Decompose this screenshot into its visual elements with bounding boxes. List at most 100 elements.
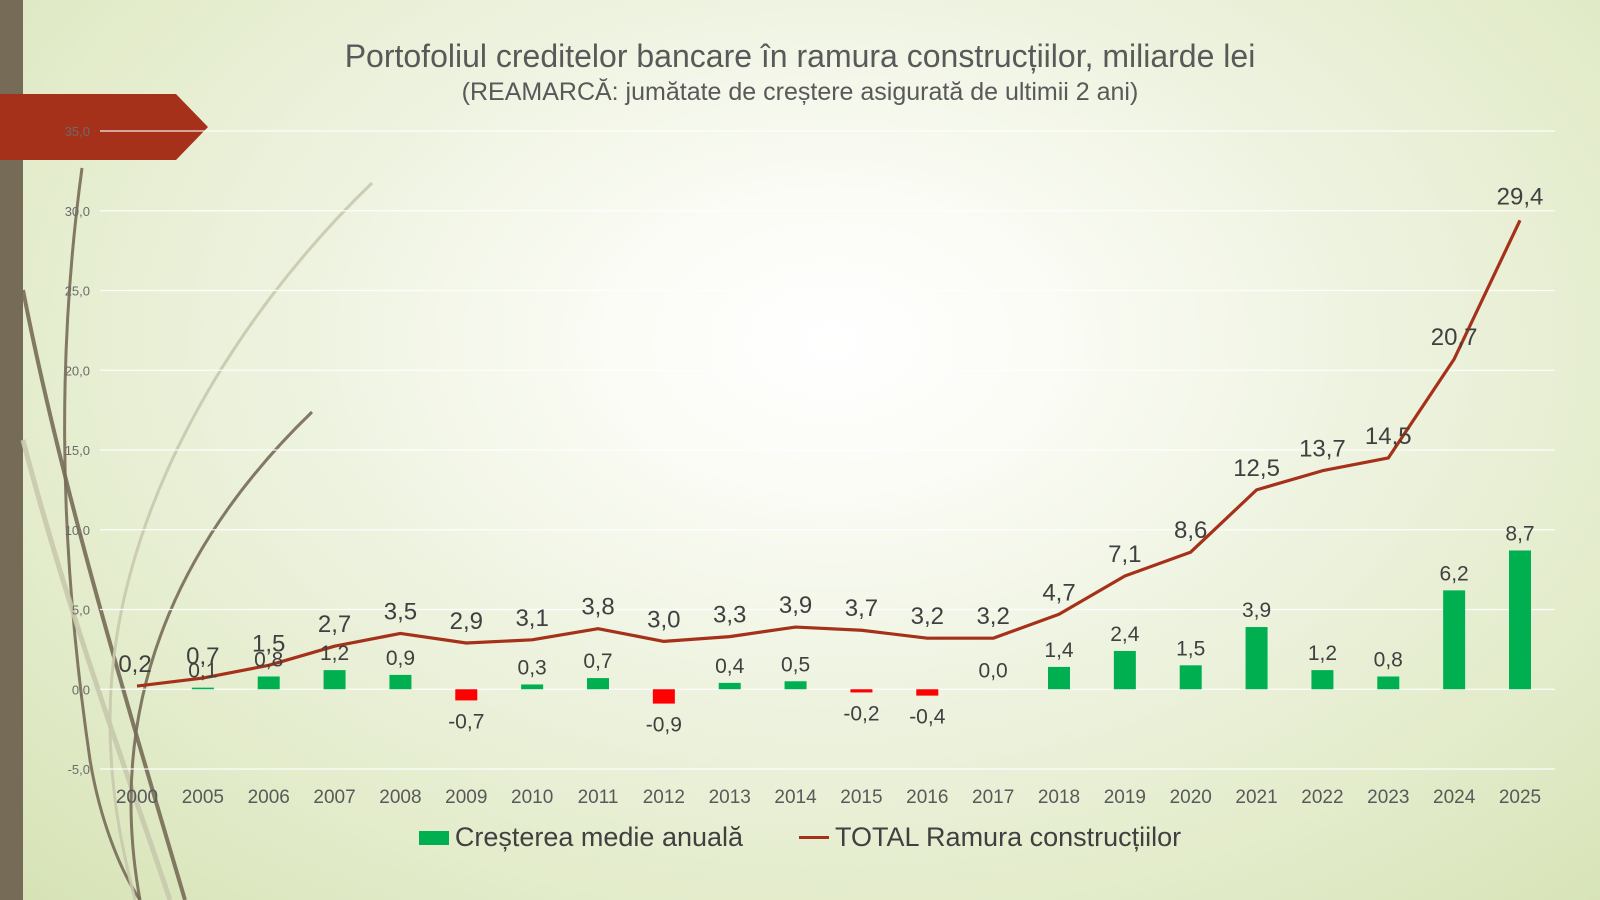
- bar-2011: [587, 678, 609, 690]
- line-label-2000: 0,2: [118, 651, 151, 678]
- bar-2025: [1509, 550, 1531, 690]
- bar-2024: [1443, 590, 1466, 690]
- bar-2020: [1179, 665, 1202, 690]
- x-tick-label-2006: 2006: [248, 787, 290, 808]
- bar-2018: [1048, 666, 1070, 690]
- chart-subtitle: (REAMARCĂ: jumătate de creștere asigurat…: [461, 78, 1139, 106]
- legend-bar-swatch: [418, 830, 449, 845]
- bar-label-2012: -0,9: [646, 714, 682, 737]
- x-tick-label-2021: 2021: [1235, 787, 1277, 808]
- bar-2007: [323, 670, 346, 690]
- line-label-2023: 14,5: [1365, 423, 1412, 450]
- x-tick-label-2019: 2019: [1104, 787, 1146, 808]
- bar-label-2015: -0,2: [843, 702, 879, 725]
- x-tick-label-2010: 2010: [511, 787, 553, 808]
- bar-2021: [1245, 627, 1268, 690]
- x-tick-label-2025: 2025: [1499, 787, 1541, 808]
- bar-data-labels: 0,1 0,8 1,2 0,9 -0,7 0,3 0,7 -0,9 0,4 0,5 -0,2 -0,4…: [188, 522, 1534, 736]
- bar-2008: [389, 674, 412, 690]
- bar-label-2009: -0,7: [448, 710, 484, 733]
- legend-item-bars: Creșterea medie anuală: [418, 822, 743, 853]
- bar-2014: [784, 681, 807, 690]
- line-label-2019: 7,1: [1108, 541, 1141, 568]
- legend-item-line: TOTAL Ramura construcțiilor: [799, 822, 1181, 853]
- bar-2016: [916, 689, 939, 696]
- bar-2013: [718, 682, 741, 690]
- line-label-2017: 3,2: [976, 603, 1009, 630]
- y-tick-label: 35,0: [65, 124, 90, 139]
- x-tick-label-2020: 2020: [1170, 787, 1212, 808]
- decorative-curve: [21, 289, 187, 900]
- line-label-2005: 0,7: [186, 643, 219, 670]
- bar-2022: [1311, 670, 1334, 690]
- line-label-2024: 20,7: [1431, 324, 1478, 351]
- line-label-2012: 3,0: [647, 606, 680, 633]
- line-label-2022: 13,7: [1299, 436, 1346, 463]
- line-label-2014: 3,9: [779, 592, 812, 619]
- line-label-2016: 3,2: [911, 603, 944, 630]
- x-tick-label-2005: 2005: [182, 787, 224, 808]
- chart-title: Portofoliul creditelor bancare în ramura…: [344, 38, 1256, 74]
- x-axis: 2000 2005 2006 2007 2008 2009 2010 2011 2012 2013…: [116, 787, 1541, 808]
- line-label-2010: 3,1: [515, 605, 548, 632]
- line-total-construction: [136, 219, 1522, 688]
- x-tick-label-2015: 2015: [840, 787, 882, 808]
- line-label-2009: 2,9: [450, 608, 483, 635]
- x-tick-label-2022: 2022: [1301, 787, 1343, 808]
- gridlines: [100, 130, 1555, 770]
- chart-legend: Creșterea medie anuală TOTAL Ramura cons…: [0, 822, 1600, 853]
- bar-label-2023: 0,8: [1374, 648, 1403, 671]
- chart-title-block: Portofoliul creditelor bancare în ramura…: [0, 36, 1600, 108]
- decorative-curves: [20, 167, 374, 900]
- x-tick-label-2009: 2009: [445, 787, 487, 808]
- line-label-2015: 3,7: [845, 595, 878, 622]
- y-tick-label: 10,0: [65, 523, 90, 538]
- bar-label-2014: 0,5: [781, 653, 810, 676]
- line-label-2025: 29,4: [1497, 183, 1544, 210]
- bar-2005: [191, 687, 214, 690]
- legend-line-label: TOTAL Ramura construcțiilor: [835, 822, 1182, 852]
- y-tick-label: 5,0: [72, 603, 90, 618]
- bar-label-2007: 1,2: [320, 642, 349, 665]
- line-label-2021: 12,5: [1233, 455, 1280, 482]
- bar-label-2016: -0,4: [909, 706, 946, 729]
- decorative-curve: [129, 410, 314, 900]
- bar-2015: [850, 689, 873, 693]
- decorative-curve: [20, 439, 173, 900]
- bar-label-2018: 1,4: [1044, 639, 1074, 662]
- bar-label-2017: 0,0: [979, 659, 1008, 682]
- bar-label-2019: 2,4: [1110, 623, 1140, 646]
- y-tick-label: -5,0: [68, 762, 90, 777]
- bar-2019: [1113, 650, 1136, 690]
- line-data-labels: 0,2 0,7 1,5 2,7 3,5 2,9 3,1 3,8 3,0 3,3 3,9 3,7 3,2 3…: [118, 183, 1543, 678]
- x-tick-label-2016: 2016: [906, 787, 948, 808]
- line-label-2018: 4,7: [1042, 579, 1075, 606]
- x-tick-label-2014: 2014: [774, 787, 817, 808]
- line-label-2006: 1,5: [252, 630, 285, 657]
- x-tick-label-2000: 2000: [116, 787, 158, 808]
- x-tick-label-2011: 2011: [578, 787, 619, 808]
- x-tick-label-2023: 2023: [1367, 787, 1409, 808]
- x-tick-label-2007: 2007: [313, 787, 355, 808]
- legend-line-swatch: [799, 836, 830, 839]
- y-tick-label: 15,0: [65, 443, 90, 458]
- decorative-curve: [108, 181, 374, 900]
- bar-2023: [1377, 676, 1400, 690]
- x-tick-label-2012: 2012: [643, 787, 685, 808]
- bar-label-2022: 1,2: [1308, 642, 1337, 665]
- bar-label-2020: 1,5: [1176, 637, 1205, 660]
- y-tick-label: 0,0: [72, 682, 90, 697]
- bar-2012: [652, 689, 675, 704]
- x-tick-label-2017: 2017: [972, 787, 1014, 808]
- decorative-arrow-banner: [0, 94, 208, 160]
- bar-2009: [455, 689, 478, 701]
- line-label-2020: 8,6: [1174, 517, 1207, 544]
- bar-2006: [257, 676, 280, 690]
- bar-label-2006: 0,8: [254, 648, 283, 671]
- decorative-sidebar: [0, 0, 23, 900]
- x-tick-label-2008: 2008: [379, 787, 421, 808]
- x-tick-label-2013: 2013: [709, 787, 751, 808]
- y-axis: -5,0 0,0 5,0 10,0 15,0 20,0 25,0 30,0 35,0: [65, 124, 90, 777]
- y-tick-label: 20,0: [65, 363, 90, 378]
